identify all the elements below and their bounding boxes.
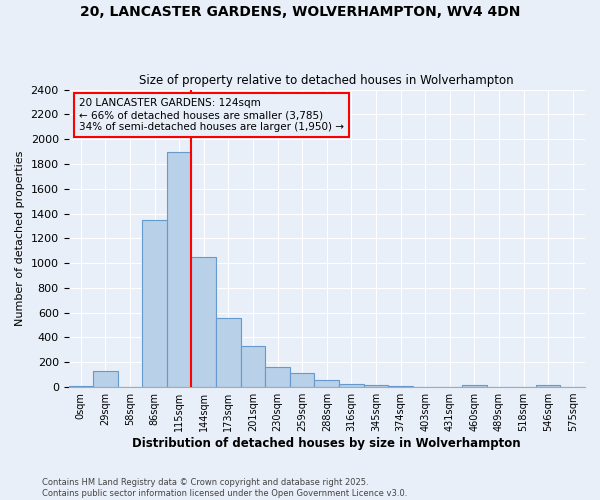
Bar: [364, 385, 388, 387]
Y-axis label: Number of detached properties: Number of detached properties: [15, 150, 25, 326]
Text: 20, LANCASTER GARDENS, WOLVERHAMPTON, WV4 4DN: 20, LANCASTER GARDENS, WOLVERHAMPTON, WV…: [80, 5, 520, 19]
Bar: [314, 380, 339, 387]
Bar: [265, 366, 290, 387]
X-axis label: Distribution of detached houses by size in Wolverhampton: Distribution of detached houses by size …: [133, 437, 521, 450]
Bar: [388, 386, 413, 387]
Text: Contains HM Land Registry data © Crown copyright and database right 2025.
Contai: Contains HM Land Registry data © Crown c…: [42, 478, 407, 498]
Bar: [462, 385, 487, 387]
Bar: [167, 152, 191, 387]
Bar: [142, 220, 167, 387]
Text: 20 LANCASTER GARDENS: 124sqm
← 66% of detached houses are smaller (3,785)
34% of: 20 LANCASTER GARDENS: 124sqm ← 66% of de…: [79, 98, 344, 132]
Bar: [216, 318, 241, 387]
Bar: [191, 257, 216, 387]
Bar: [68, 386, 93, 387]
Bar: [241, 346, 265, 387]
Bar: [339, 384, 364, 387]
Bar: [536, 385, 560, 387]
Bar: [93, 371, 118, 387]
Title: Size of property relative to detached houses in Wolverhampton: Size of property relative to detached ho…: [139, 74, 514, 87]
Bar: [290, 374, 314, 387]
